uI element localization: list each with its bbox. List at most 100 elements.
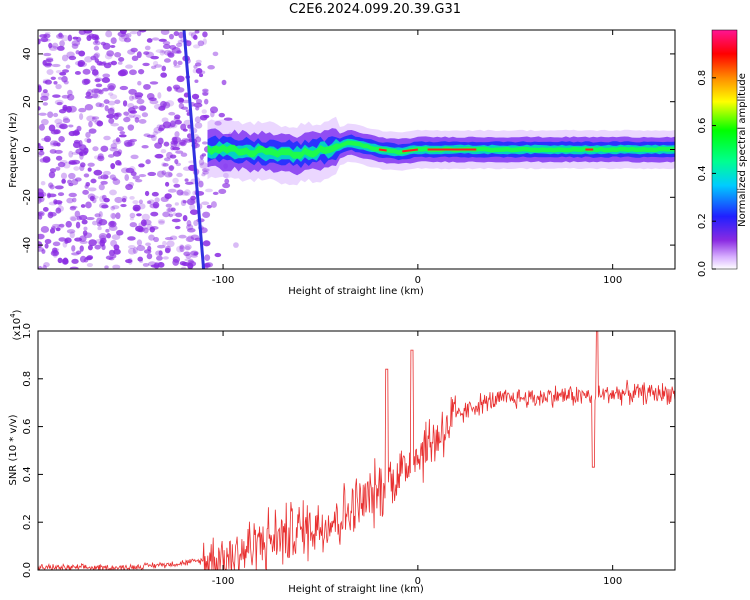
noise-blob <box>42 59 47 66</box>
noise-blob <box>121 195 128 201</box>
noise-blob <box>161 50 167 54</box>
noise-blob <box>199 114 208 121</box>
noise-blob <box>189 209 199 215</box>
colorbar: 0.0 0.2 0.4 0.6 0.8 Normalized spectral ampl… <box>697 29 748 277</box>
snr-y-ticks: 0.0 0.2 0.4 0.6 0.8 1.0 <box>22 323 675 578</box>
noise-blob <box>166 86 172 92</box>
noise-blob <box>184 245 191 251</box>
noise-blob <box>161 104 166 111</box>
noise-blob <box>180 152 188 157</box>
noise-blob <box>156 255 163 261</box>
noise-blob <box>57 76 63 80</box>
noise-blob <box>104 105 109 112</box>
noise-blob <box>114 52 122 58</box>
noise-blob <box>87 187 97 192</box>
noise-blob <box>73 166 80 171</box>
noise-blob <box>153 236 160 243</box>
noise-blob <box>129 222 138 228</box>
noise-blob <box>109 106 115 112</box>
noise-blob <box>85 131 91 138</box>
noise-blob <box>136 98 145 105</box>
noise-blob <box>40 226 50 233</box>
noise-blob <box>152 131 159 136</box>
noise-blob <box>128 166 136 174</box>
noise-blob <box>201 141 208 145</box>
noise-blob <box>125 259 133 264</box>
noise-blob <box>53 199 58 205</box>
noise-blob <box>52 142 60 147</box>
noise-blob <box>196 98 203 105</box>
carrier-peak <box>378 148 387 152</box>
noise-blob <box>55 207 62 214</box>
noise-blob <box>78 107 87 113</box>
noise-blob <box>167 124 173 129</box>
noise-blob <box>86 115 95 122</box>
noise-blob <box>124 174 130 181</box>
noise-blob <box>199 162 209 169</box>
noise-blob <box>134 179 143 183</box>
noise-blob <box>186 235 195 242</box>
noise-blob <box>195 136 202 143</box>
noise-blob <box>168 165 174 171</box>
noise-blob <box>79 150 85 156</box>
noise-blob <box>194 116 201 124</box>
noise-blob <box>87 162 95 167</box>
noise-blob <box>192 44 201 49</box>
noise-blob <box>204 262 214 268</box>
noise-blob <box>172 212 177 217</box>
carrier-peak <box>402 148 418 153</box>
noise-blob <box>209 106 219 114</box>
noise-blob <box>111 112 121 117</box>
noise-blob <box>38 150 45 156</box>
colorbar-tick-label: 0.8 <box>697 70 708 86</box>
noise-blob <box>94 58 99 63</box>
noise-blob <box>46 69 54 75</box>
noise-blob <box>146 200 152 205</box>
noise-blob <box>50 76 56 81</box>
noise-blob <box>102 87 110 92</box>
noise-blob <box>202 91 209 96</box>
noise-blob <box>40 181 46 186</box>
y-tick-label: 20 <box>22 95 33 108</box>
noise-blob <box>72 159 81 165</box>
noise-blob <box>162 162 169 167</box>
noise-blob <box>136 51 142 59</box>
noise-blob <box>52 249 59 256</box>
noise-blob <box>101 77 111 84</box>
noise-blob <box>164 171 173 178</box>
noise-blob <box>40 37 49 43</box>
noise-blob <box>105 255 114 260</box>
spectrogram-y-label: Frequency (Hz) <box>8 112 19 188</box>
noise-region <box>38 30 240 269</box>
noise-blob <box>149 99 159 105</box>
noise-blob <box>60 172 68 180</box>
noise-blob <box>87 193 96 200</box>
noise-blob <box>167 52 175 58</box>
noise-blob <box>38 265 43 269</box>
noise-blob <box>112 254 117 259</box>
noise-blob <box>160 72 167 78</box>
noise-blob <box>140 219 147 227</box>
noise-blob <box>119 131 126 135</box>
noise-blob <box>114 99 121 105</box>
noise-blob <box>163 49 172 56</box>
noise-blob <box>65 105 73 113</box>
noise-blob <box>143 219 152 226</box>
noise-blob <box>100 145 109 152</box>
noise-blob <box>58 136 65 143</box>
noise-blob <box>91 220 98 226</box>
noise-blob <box>63 80 69 85</box>
noise-blob <box>218 112 225 118</box>
noise-blob <box>38 124 45 131</box>
noise-blob <box>107 100 116 106</box>
noise-blob <box>55 166 61 171</box>
noise-blob <box>38 153 43 158</box>
noise-blob <box>142 262 150 267</box>
noise-blob <box>68 55 77 61</box>
noise-blob <box>160 148 167 154</box>
noise-blob <box>166 208 172 213</box>
noise-blob <box>91 93 99 99</box>
noise-blob <box>201 173 206 177</box>
noise-blob <box>93 155 101 160</box>
noise-blob <box>160 100 167 108</box>
